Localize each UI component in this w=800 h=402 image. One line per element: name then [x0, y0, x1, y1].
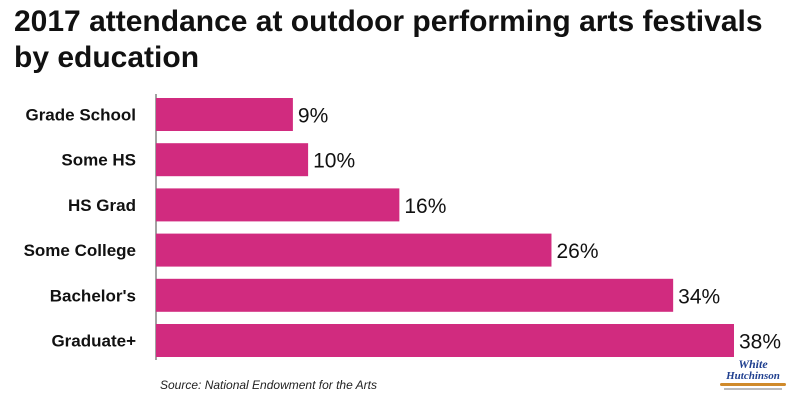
value-label: 38% — [739, 331, 781, 354]
value-label: 26% — [556, 240, 598, 263]
value-label: 34% — [678, 285, 720, 308]
category-label: Bachelor's — [50, 286, 136, 305]
source-note: Source: National Endowment for the Arts — [160, 378, 377, 392]
bar-3 — [156, 233, 552, 267]
bar-5 — [156, 324, 734, 357]
bar-0 — [156, 98, 293, 131]
logo-text-white: White — [738, 357, 768, 371]
value-label: 16% — [404, 195, 446, 218]
logo-fineprint — [724, 388, 782, 390]
category-label: Some HS — [61, 151, 136, 170]
category-label: Graduate+ — [51, 332, 136, 351]
value-label: 9% — [298, 105, 328, 128]
logo-swoosh — [720, 383, 786, 386]
bar-1 — [156, 143, 309, 177]
category-label: HS Grad — [68, 196, 136, 215]
bar-2 — [156, 188, 400, 222]
chart-title: 2017 attendance at outdoor performing ar… — [14, 5, 763, 74]
value-label: 10% — [313, 150, 355, 173]
category-label: Some College — [24, 241, 136, 260]
category-label: Grade School — [25, 106, 136, 125]
bar-4 — [156, 278, 674, 312]
logo-text-hutchinson: Hutchinson — [726, 370, 780, 382]
white-hutchinson-logo: White Hutchinson — [714, 358, 792, 398]
bar-chart: Grade School 9% Some HS 10% HS Grad 16% Some C… — [24, 94, 781, 360]
